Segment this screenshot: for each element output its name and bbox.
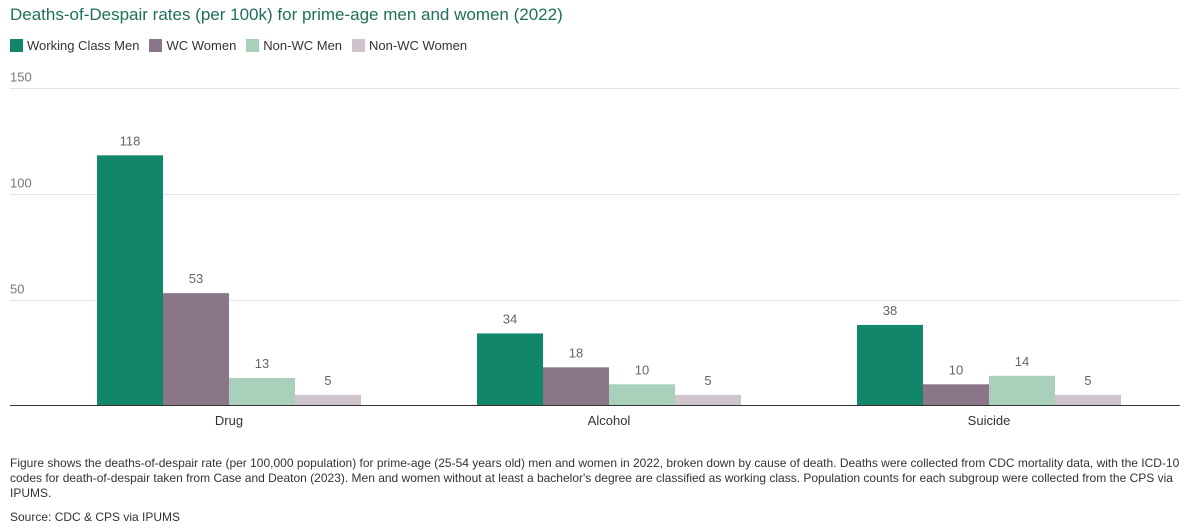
legend-swatch [10, 39, 23, 52]
data-label: 10 [949, 362, 963, 377]
legend-swatch [149, 39, 163, 52]
legend-item: Non-WC Men [246, 38, 342, 53]
legend-item: WC Women [149, 38, 236, 53]
x-tick-label: Suicide [968, 413, 1011, 428]
bar [477, 333, 543, 406]
data-label: 34 [503, 311, 517, 326]
legend-swatch [352, 39, 366, 52]
data-label: 5 [324, 373, 331, 388]
bar [609, 384, 675, 406]
data-label: 10 [635, 362, 649, 377]
bar [1055, 394, 1121, 406]
x-tick-label: Drug [215, 413, 243, 428]
bar [675, 394, 741, 406]
y-tick-label: 150 [10, 70, 32, 85]
legend-item: Non-WC Women [352, 38, 467, 53]
bar [97, 155, 163, 406]
legend-label: Non-WC Men [263, 38, 343, 53]
legend-label: Non-WC Women [369, 38, 468, 53]
bar [989, 375, 1055, 406]
data-label: 5 [704, 373, 711, 388]
data-label: 53 [189, 271, 203, 286]
y-tick-label: 50 [10, 282, 24, 297]
bar-chart: 50 100 150 118 53 13 5 Drug 34 18 10 5 Alcohol 38 10 14… [10, 70, 1180, 428]
data-label: 14 [1015, 354, 1029, 369]
bar [857, 324, 923, 406]
chart-title: Deaths-of-Despair rates (per 100k) for p… [10, 5, 563, 24]
legend-item: Working Class Men [10, 38, 139, 53]
bar [163, 293, 229, 406]
data-label: 18 [569, 345, 583, 360]
bar [543, 367, 609, 406]
legend-swatch [246, 39, 260, 52]
bar [229, 377, 295, 406]
chart-legend: Working Class Men WC Women Non-WC Men Non-W… [10, 38, 477, 53]
data-label: 13 [255, 356, 269, 371]
data-label: 118 [120, 133, 141, 148]
data-label: 38 [883, 303, 897, 318]
legend-label: Working Class Men [27, 38, 140, 53]
bar [295, 394, 361, 406]
bar [923, 384, 989, 406]
source-note: Source: CDC & CPS via IPUMS [10, 510, 181, 524]
x-tick-label: Alcohol [588, 413, 631, 428]
data-label: 5 [1084, 373, 1091, 388]
y-tick-label: 100 [10, 176, 32, 191]
legend-label: WC Women [166, 38, 237, 53]
figure-footnote: Figure shows the deaths-of-despair rate … [10, 456, 1180, 500]
